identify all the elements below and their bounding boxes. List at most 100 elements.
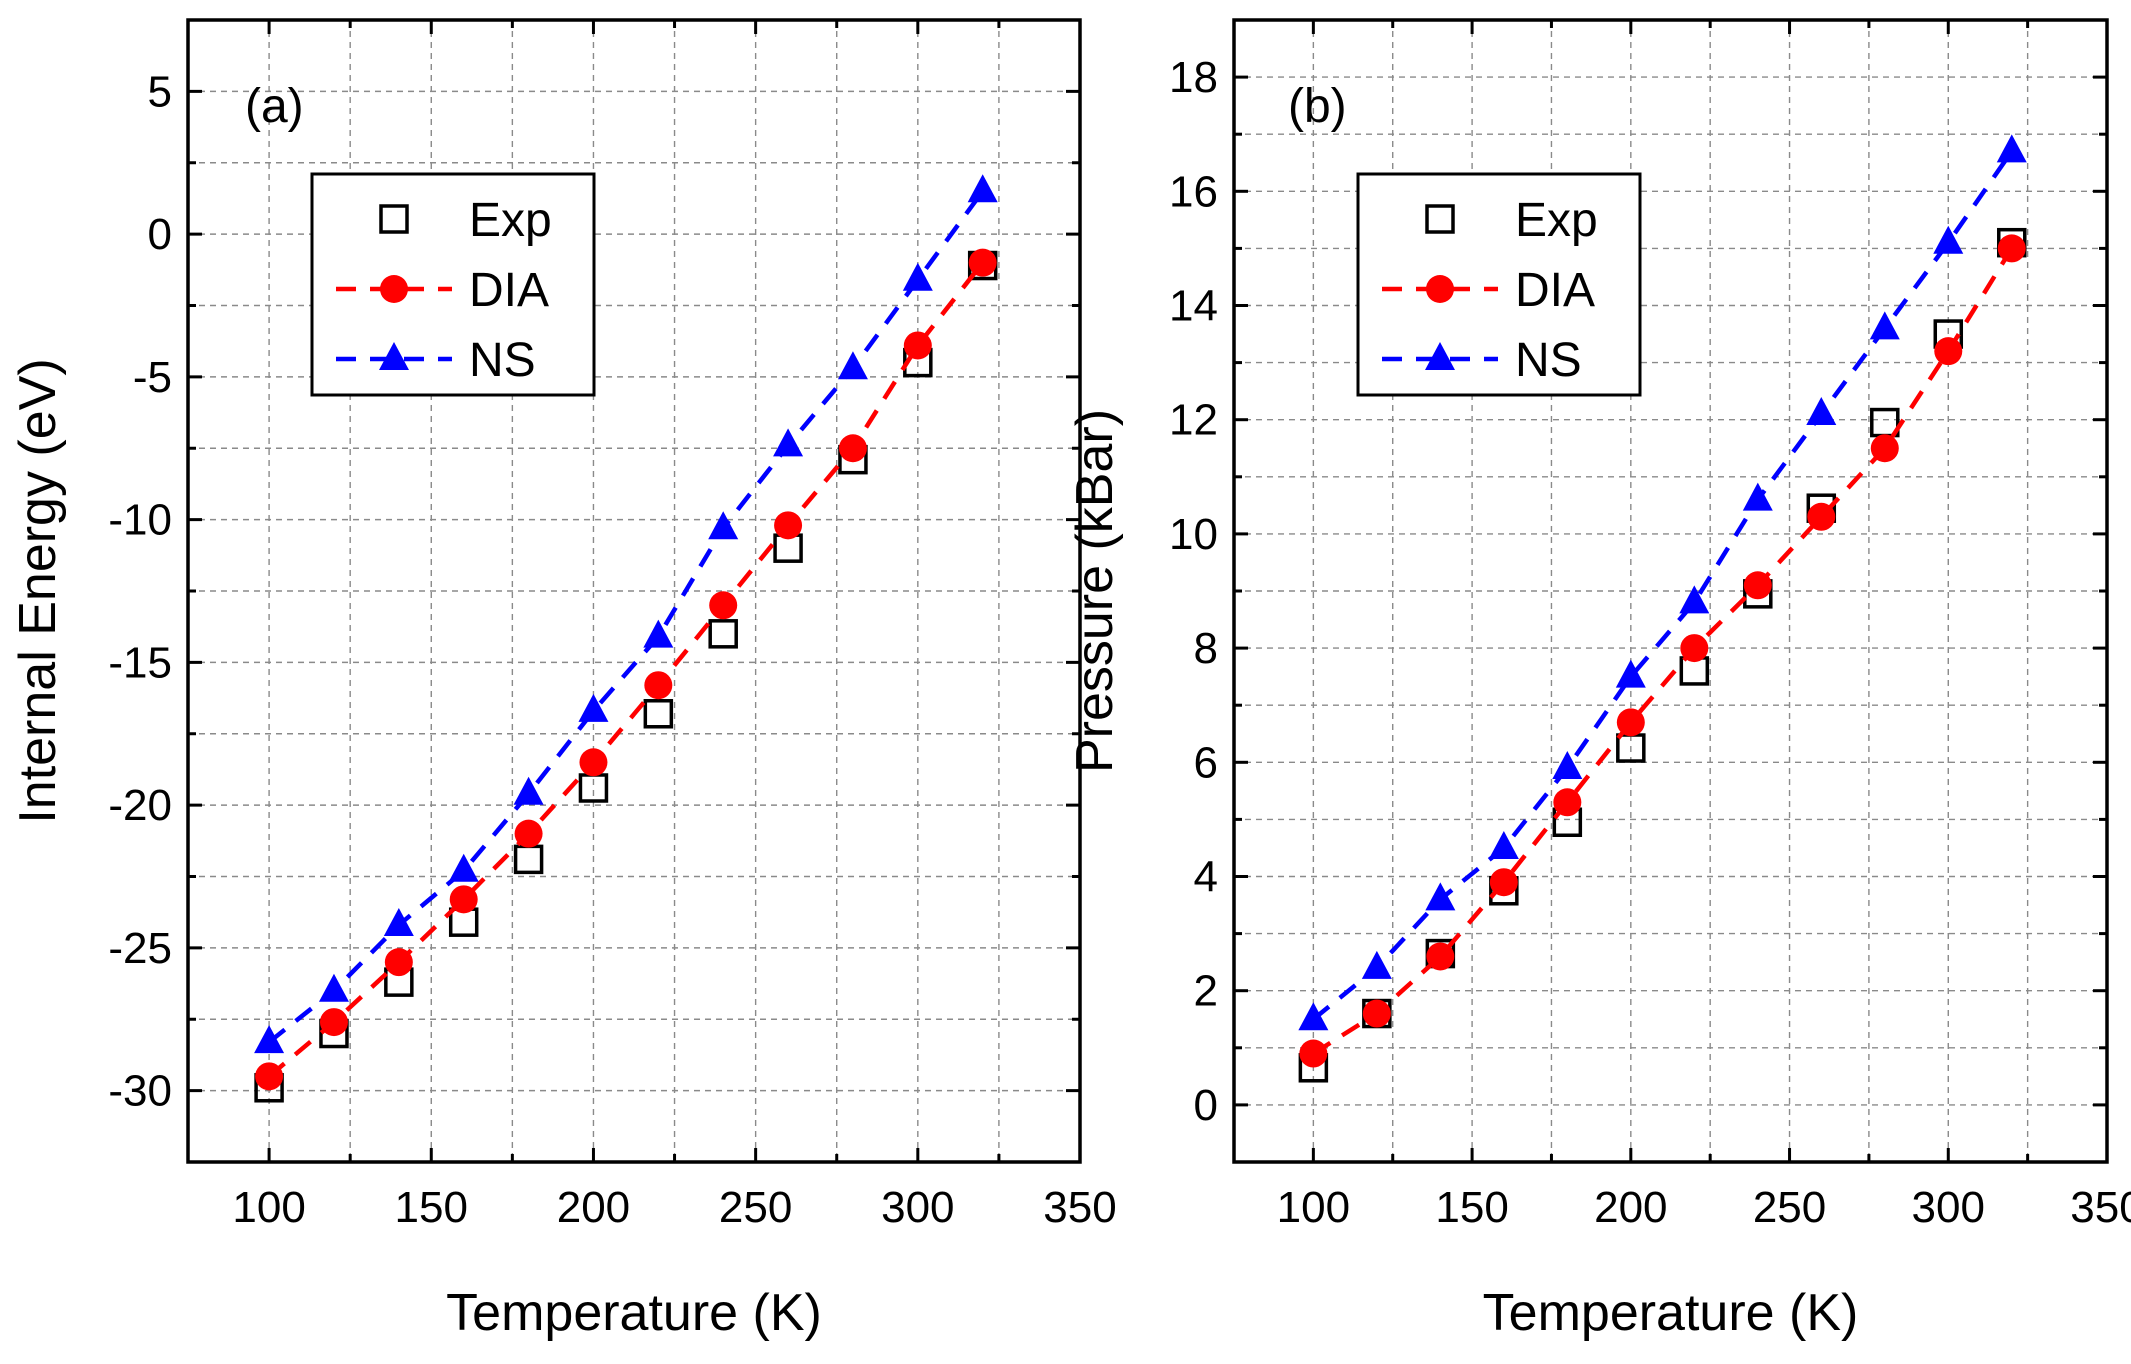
y-tick-label: 6 xyxy=(1194,738,1218,787)
data-point-dia xyxy=(255,1062,284,1091)
x-tick-label: 150 xyxy=(1435,1183,1508,1232)
data-point-dia xyxy=(1807,502,1836,531)
x-tick-label: 300 xyxy=(1912,1183,1985,1232)
x-axis-label: Temperature (K) xyxy=(446,1284,822,1342)
y-axis-label: Pressure (kBar) xyxy=(1066,409,1124,773)
legend-item-exp: Exp xyxy=(379,194,552,247)
data-point-ns xyxy=(383,908,414,937)
data-point-dia xyxy=(838,434,867,463)
data-point-ns xyxy=(1615,659,1646,688)
data-point-dia xyxy=(384,948,413,977)
data-point-ns xyxy=(1425,882,1456,911)
data-point-ns xyxy=(1361,950,1392,979)
x-tick-label: 350 xyxy=(1043,1183,1116,1232)
data-point-ns xyxy=(708,511,739,540)
data-point-ns xyxy=(1488,830,1519,859)
legend-label: NS xyxy=(1515,334,1582,387)
series-line-dia xyxy=(1312,247,2014,1056)
legend-box xyxy=(310,172,596,397)
legend-item-exp: Exp xyxy=(1425,194,1598,247)
data-point-dia xyxy=(1997,234,2026,263)
x-tick-label: 100 xyxy=(1277,1183,1350,1232)
x-tick-label: 200 xyxy=(1594,1183,1667,1232)
data-point-ns xyxy=(773,428,804,457)
series-line-ns xyxy=(1311,150,2014,1021)
panel-label: (a) xyxy=(245,80,304,133)
legend-item-dia: DIA xyxy=(1382,264,1595,317)
data-point-ns xyxy=(837,351,868,380)
panel-label: (b) xyxy=(1288,80,1347,133)
legend-item-dia: DIA xyxy=(336,264,549,317)
y-tick-label: -20 xyxy=(108,781,172,830)
chart-panel-b: 100 150 200 250 300 350 0 2 4 6 8 10 12 14 16 18 (b) Exp D… xyxy=(1066,18,2131,1342)
legend-label: Exp xyxy=(1515,194,1598,247)
data-point-ns xyxy=(578,693,609,722)
data-point-ns xyxy=(1933,225,1964,254)
data-point-ns xyxy=(1806,396,1837,425)
data-point-ns xyxy=(448,853,479,882)
series-ns xyxy=(1298,134,2027,1031)
legend-label: DIA xyxy=(1515,264,1595,317)
legend-marker xyxy=(1425,204,1455,234)
x-tick-label: 150 xyxy=(395,1183,468,1232)
data-point-dia xyxy=(644,671,673,700)
data-point-dia xyxy=(968,248,997,277)
data-point-dia xyxy=(1553,788,1582,817)
data-point-dia xyxy=(319,1008,348,1037)
y-tick-label: 14 xyxy=(1169,282,1218,331)
plot-frame xyxy=(1232,18,2109,1164)
data-point-ns xyxy=(318,973,349,1002)
y-tick-label: 2 xyxy=(1194,967,1218,1016)
legend: Exp DIA NS xyxy=(310,172,596,397)
data-point-dia xyxy=(774,511,803,540)
data-point-dia xyxy=(449,885,478,914)
y-tick-label: -25 xyxy=(108,924,172,973)
data-point-ns xyxy=(1679,585,1710,614)
x-tick-label: 250 xyxy=(1753,1183,1826,1232)
plot-frame xyxy=(186,18,1082,1164)
data-point-dia xyxy=(903,331,932,360)
series-dia xyxy=(255,248,997,1091)
x-tick-label: 100 xyxy=(232,1183,305,1232)
x-tick-label: 200 xyxy=(557,1183,630,1232)
legend-item-ns: NS xyxy=(1382,334,1582,387)
y-tick-label: 5 xyxy=(148,67,172,116)
legend-marker xyxy=(1426,275,1454,303)
y-axis-label: Internal Energy (eV) xyxy=(9,358,67,823)
series-dia xyxy=(1299,234,2026,1068)
data-point-ns xyxy=(643,619,674,648)
data-point-dia xyxy=(1870,434,1899,463)
legend-marker xyxy=(379,342,409,370)
data-point-ns xyxy=(967,174,998,203)
y-tick-label: -5 xyxy=(133,353,172,402)
y-tick-label: 8 xyxy=(1194,624,1218,673)
data-point-ns xyxy=(1869,311,1900,340)
y-tick-label: 18 xyxy=(1169,53,1218,102)
y-tick-label: 10 xyxy=(1169,510,1218,559)
legend-label: DIA xyxy=(469,264,549,317)
y-tick-label: -30 xyxy=(108,1067,172,1116)
legend-item-ns: NS xyxy=(336,334,536,387)
y-tick-label: 12 xyxy=(1169,396,1218,445)
legend-label: Exp xyxy=(469,194,552,247)
y-tick-label: 0 xyxy=(1194,1081,1218,1130)
y-tick-label: -15 xyxy=(108,638,172,687)
data-point-exp xyxy=(513,844,544,875)
data-point-dia xyxy=(1934,337,1963,366)
data-point-ns xyxy=(902,262,933,291)
legend-label: NS xyxy=(469,334,536,387)
legend-marker xyxy=(379,204,409,234)
axis-ticks: 100 150 200 250 300 350 -30 -25 -20 -15 -10 -5 0 5 xyxy=(108,20,1117,1232)
data-point-ns xyxy=(1996,134,2027,163)
data-point-dia xyxy=(514,819,543,848)
axis-ticks: 100 150 200 250 300 350 0 2 4 6 8 10 12 14 16 18 xyxy=(1169,20,2131,1232)
data-point-dia xyxy=(1743,571,1772,600)
series-ns xyxy=(254,174,998,1054)
data-point-ns xyxy=(1298,1002,1329,1031)
legend-marker xyxy=(380,275,408,303)
data-point-dia xyxy=(1489,868,1518,897)
data-point-exp xyxy=(643,699,674,729)
x-tick-label: 250 xyxy=(719,1183,792,1232)
data-point-ns xyxy=(1742,482,1773,511)
